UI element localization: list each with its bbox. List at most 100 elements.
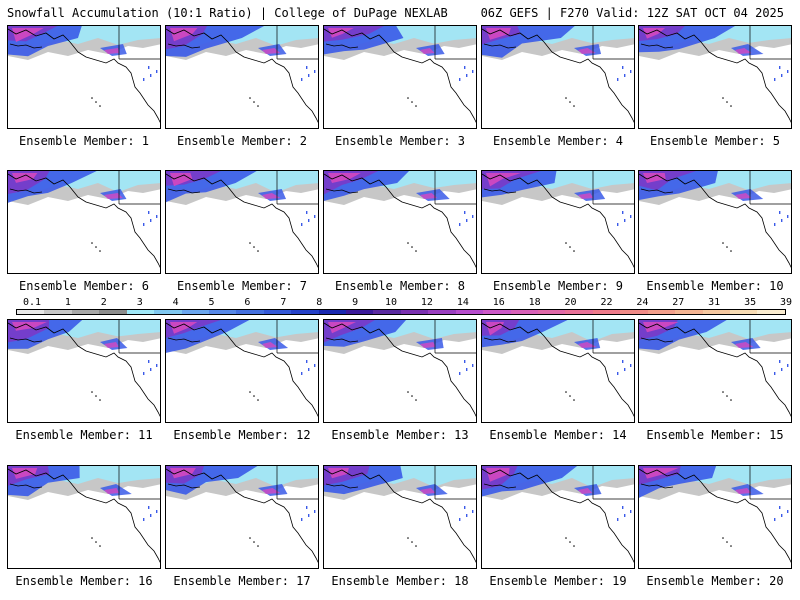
inland-snow-spot [617, 78, 619, 81]
snowfall-extreme-area [12, 468, 38, 479]
inland-snow-spot [143, 372, 145, 375]
inland-snow-spot [150, 74, 152, 77]
coastal-heavy-snow [104, 488, 120, 494]
aleutian-islands [167, 43, 201, 49]
ensemble-member-caption: Ensemble Member: 4 [492, 134, 624, 148]
inland-snow-spot [630, 364, 632, 367]
scale-color-swatch [263, 310, 292, 314]
west-coastline [708, 51, 791, 123]
hawaii-island [565, 242, 567, 244]
inland-snow-spot [774, 78, 776, 81]
scale-color-swatch [291, 310, 319, 314]
inland-snow-spot [314, 510, 316, 513]
alaska-coastline [166, 468, 237, 493]
alaska-coastline [324, 468, 395, 493]
scale-color-swatch [71, 310, 100, 314]
west-coastline [393, 491, 476, 563]
snowfall-extreme-area [328, 322, 356, 334]
scale-bar [16, 309, 786, 315]
inland-snow-spot [143, 223, 145, 226]
hawaii-island [91, 391, 93, 393]
hawaii-island [415, 250, 417, 252]
ensemble-member-map [481, 319, 635, 423]
hawaii-island [573, 545, 575, 547]
coastal-heavy-snow [578, 48, 596, 54]
scale-tick-label: 4 [172, 297, 179, 308]
ensemble-member-map [165, 319, 319, 423]
scale-color-swatch [400, 310, 429, 314]
snowfall-extreme-area [643, 468, 679, 479]
ensemble-member-caption: Ensemble Member: 19 [489, 574, 627, 588]
inland-snow-spot [617, 223, 619, 226]
inland-snow-spot [472, 70, 474, 73]
inland-snow-spot [464, 506, 466, 509]
ensemble-member-map [7, 465, 161, 569]
inland-snow-spot [774, 372, 776, 375]
inland-snow-spot [779, 211, 781, 214]
ensemble-member-caption: Ensemble Member: 14 [489, 428, 627, 442]
hawaii-island [415, 399, 417, 401]
scale-color-swatch [17, 310, 45, 314]
scale-color-swatch [318, 310, 347, 314]
inland-snow-spot [314, 364, 316, 367]
inland-snow-spot [308, 74, 310, 77]
hawaii-island [726, 541, 728, 543]
hawaii-island [95, 395, 97, 397]
west-coastline [235, 196, 318, 268]
hawaii-island [91, 537, 93, 539]
hawaii-island [95, 101, 97, 103]
inland-snow-spot [630, 510, 632, 513]
snowfall-extreme-area [486, 322, 505, 336]
west-coastline [77, 51, 160, 123]
snowfall-extreme-area [170, 322, 198, 334]
scale-tick-label: 24 [636, 297, 649, 308]
hawaii-island [257, 250, 259, 252]
coastal-heavy-snow [262, 342, 278, 348]
west-coastline [551, 345, 634, 417]
scale-color-swatch [757, 310, 785, 314]
inland-snow-spot [630, 215, 632, 218]
scale-color-swatch [154, 310, 182, 314]
hawaii-island [95, 541, 97, 543]
snowfall-extreme-area [12, 173, 38, 183]
hawaii-island [573, 105, 575, 107]
hawaii-island [573, 399, 575, 401]
west-coastline [551, 491, 634, 563]
inland-snow-spot [150, 368, 152, 371]
ensemble-member-map [165, 25, 319, 129]
ensemble-member-caption: Ensemble Member: 17 [173, 574, 311, 588]
aleutian-islands [167, 337, 201, 343]
inland-snow-spot [150, 219, 152, 222]
ensemble-member-map [638, 170, 792, 274]
ensemble-member-caption: Ensemble Member: 2 [176, 134, 308, 148]
inland-snow-spot [148, 506, 150, 509]
coastal-heavy-snow [262, 193, 281, 199]
hawaii-island [569, 246, 571, 248]
alaska-coastline [324, 322, 395, 347]
snowfall-extreme-area [170, 468, 196, 479]
alaska-coastline [482, 173, 553, 198]
scale-tick-label: 12 [420, 297, 433, 308]
scale-tick-label: 14 [456, 297, 469, 308]
aleutian-islands [9, 43, 43, 49]
scale-color-swatch [620, 310, 648, 314]
west-coastline [77, 491, 160, 563]
inland-snow-spot [150, 514, 152, 517]
ensemble-member-caption: Ensemble Member: 12 [173, 428, 311, 442]
scale-tick-label: 2 [100, 297, 107, 308]
snowfall-extreme-area [12, 28, 44, 42]
ensemble-member-map [638, 319, 792, 423]
coastal-heavy-snow [735, 488, 752, 494]
west-coastline [551, 196, 634, 268]
coastal-heavy-snow [104, 342, 119, 348]
aleutian-islands [9, 483, 43, 489]
alaska-coastline [324, 173, 395, 198]
inland-snow-spot [148, 360, 150, 363]
scale-color-swatch [208, 310, 237, 314]
hawaii-island [730, 250, 732, 252]
scale-color-swatch [44, 310, 72, 314]
scale-color-swatch [675, 310, 703, 314]
inland-snow-spot [624, 368, 626, 371]
alaska-coastline [482, 468, 553, 493]
hawaii-island [565, 537, 567, 539]
